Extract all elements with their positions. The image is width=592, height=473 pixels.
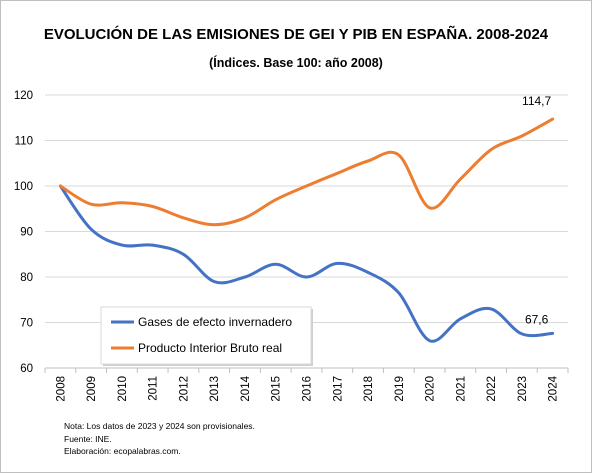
end-value-label: 114,7	[522, 94, 551, 108]
y-tick-label: 60	[20, 363, 33, 375]
legend-label: Producto Interior Bruto real	[138, 341, 282, 355]
y-tick-label: 110	[15, 136, 33, 148]
legend: Gases de efecto invernadero Producto Inte…	[100, 306, 313, 366]
x-tick-label: 2015	[271, 376, 283, 402]
legend-label: Gases de efecto invernadero	[138, 315, 292, 329]
y-tick-label: 80	[20, 272, 33, 284]
series-ghg-line	[58, 184, 555, 343]
chart-title: EVOLUCIÓN DE LAS EMISIONES DE GEI Y PIB …	[43, 26, 549, 43]
x-tick-label: 2011	[148, 376, 160, 401]
x-tick-label: 2017	[332, 376, 344, 402]
x-axis: 2008 2009 2010 2011 2012 2013 2014 2015 2016 2017…	[44, 368, 569, 402]
x-tick-label: 2023	[517, 376, 529, 402]
x-tick-label: 2016	[302, 376, 314, 402]
y-axis: 60 70 80 90 100 110 120	[14, 90, 33, 375]
data-labels: 67,6 114,7	[522, 94, 551, 326]
note-author: Elaboración: ecopalabras.com.	[64, 446, 181, 456]
legend-box	[100, 306, 312, 365]
x-tick-label: 2010	[117, 376, 129, 402]
note-provisional: Nota: Los datos de 2023 y 2024 son provi…	[64, 421, 255, 431]
x-tick-label: 2024	[548, 375, 560, 401]
x-tick-label: 2021	[455, 376, 467, 402]
series-lines	[58, 117, 555, 343]
x-tick-label: 2019	[394, 376, 406, 402]
y-tick-label: 70	[20, 318, 33, 330]
x-tick-label: 2012	[178, 376, 190, 402]
x-tick-label: 2013	[209, 376, 221, 402]
end-value-label: 67,6	[525, 312, 549, 326]
y-tick-label: 100	[14, 181, 33, 193]
series-gdp-line	[58, 117, 555, 227]
x-tick-label: 2009	[86, 376, 98, 402]
x-tick-label: 2020	[425, 376, 437, 402]
note-source: Fuente: INE.	[64, 433, 112, 444]
y-tick-label: 120	[14, 90, 33, 102]
chart-subtitle: (Índices. Base 100: año 2008)	[209, 56, 383, 70]
x-tick-label: 2008	[55, 376, 67, 402]
notes: Nota: Los datos de 2023 y 2024 son provi…	[64, 420, 255, 458]
x-tick-label: 2018	[363, 376, 375, 402]
x-tick-label: 2022	[486, 376, 498, 402]
y-tick-label: 90	[20, 227, 33, 239]
x-tick-label: 2014	[240, 375, 252, 401]
